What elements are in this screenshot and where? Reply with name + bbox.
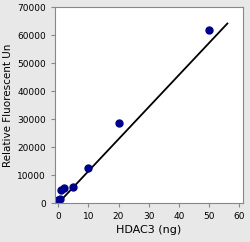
Point	[86, 166, 90, 170]
Point	[71, 185, 75, 189]
Point	[207, 28, 211, 32]
Y-axis label: Relative Fluorescent Un: Relative Fluorescent Un	[3, 44, 13, 167]
Point	[62, 187, 66, 190]
Point	[58, 197, 62, 201]
X-axis label: HDAC3 (ng): HDAC3 (ng)	[116, 226, 182, 235]
Point	[56, 198, 60, 202]
Point	[116, 121, 120, 125]
Point	[59, 188, 63, 192]
